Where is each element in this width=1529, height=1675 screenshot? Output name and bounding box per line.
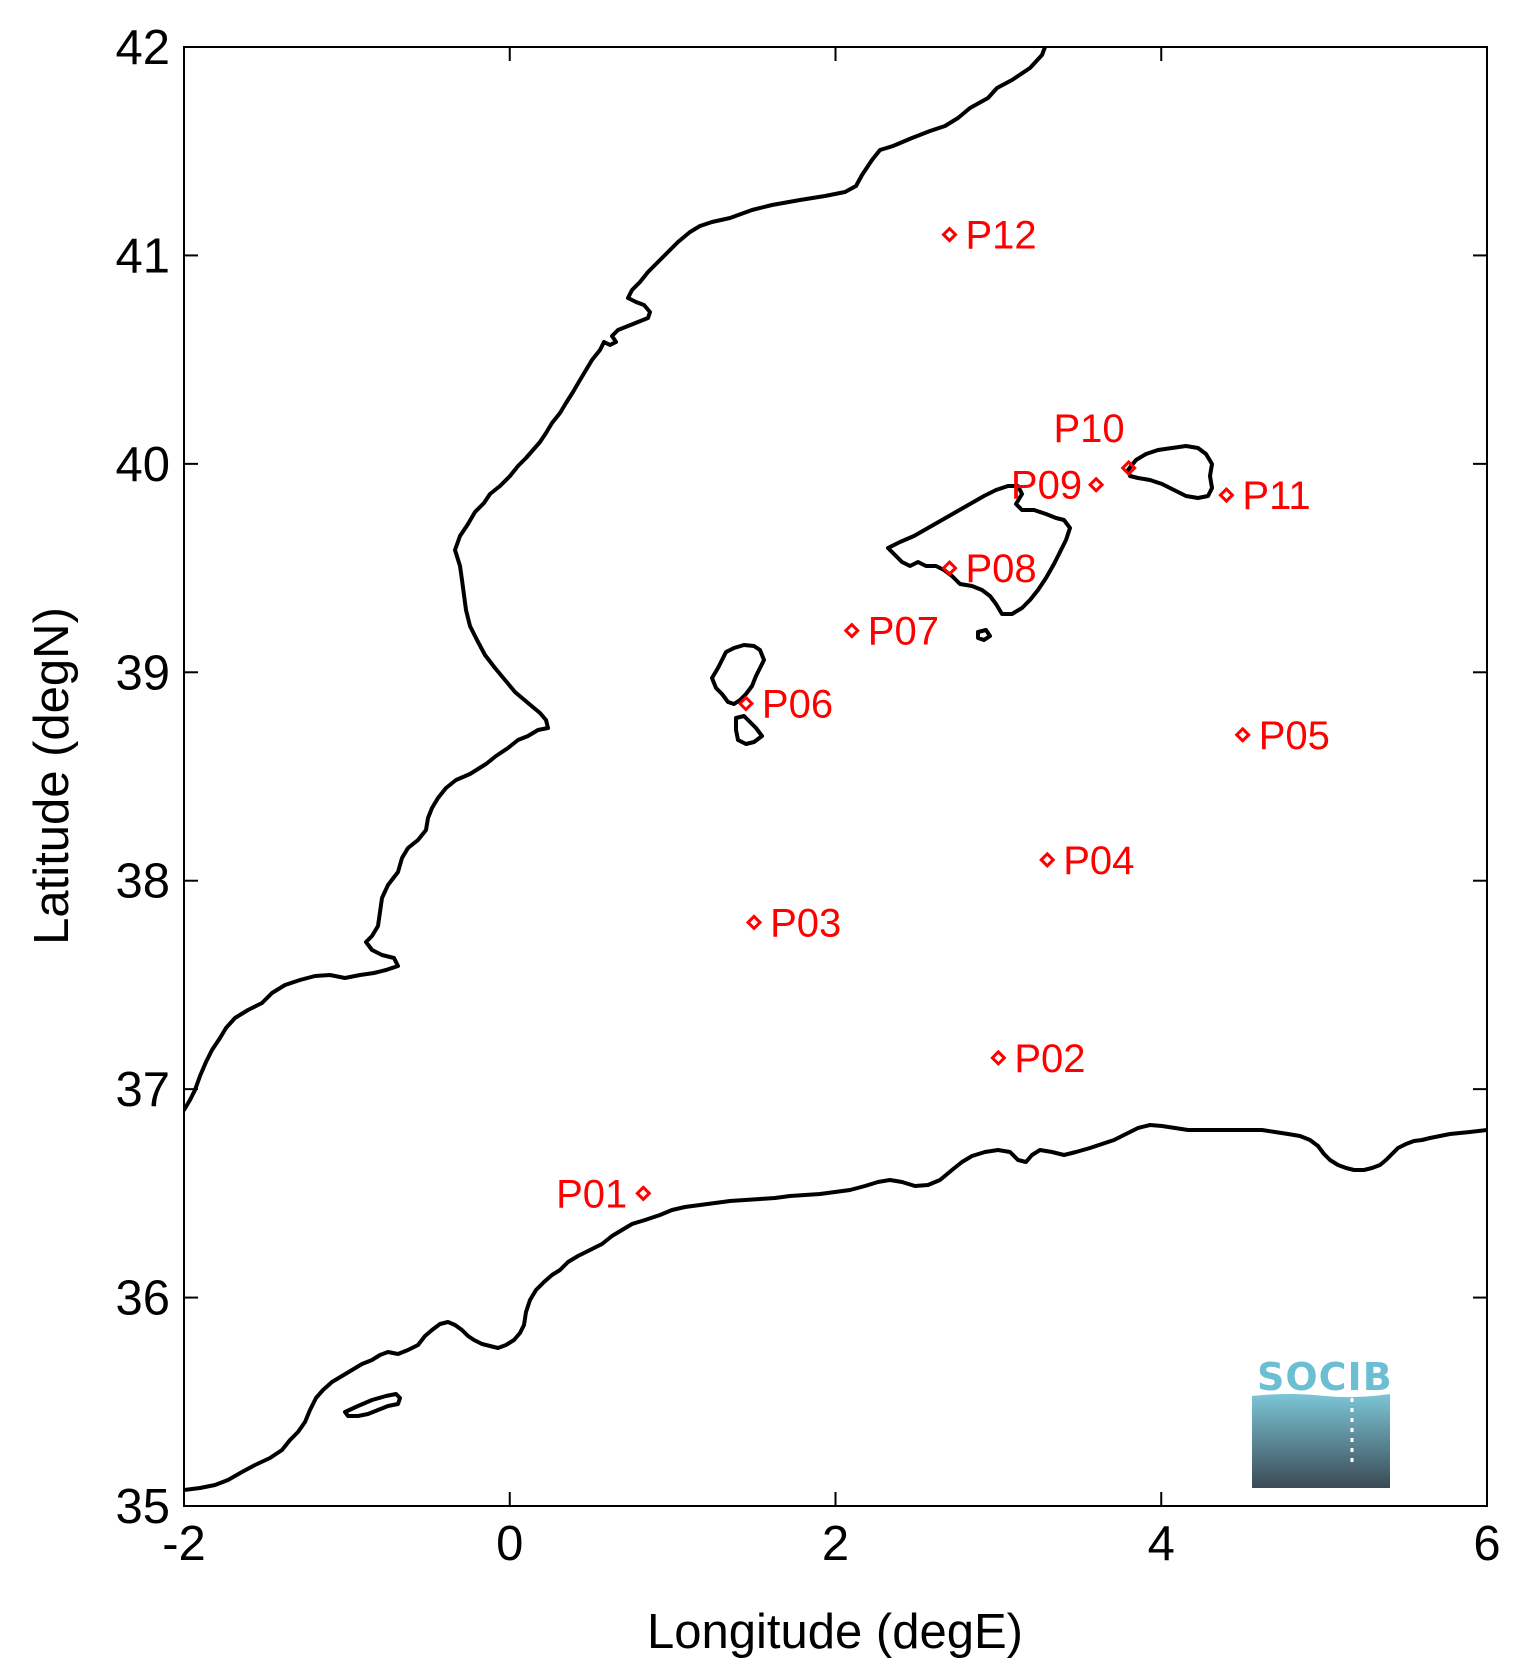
coastlines bbox=[184, 47, 1487, 1492]
station-marker bbox=[737, 695, 755, 712]
station-label: P01 bbox=[556, 1172, 627, 1216]
x-tick-label: 4 bbox=[1148, 1517, 1175, 1571]
station-label: P12 bbox=[966, 214, 1037, 258]
station-label: P07 bbox=[868, 610, 939, 654]
socib-logo-text: SOCIB bbox=[1257, 1355, 1393, 1399]
coastline-alboran bbox=[343, 1392, 402, 1418]
coastline-iberia bbox=[184, 47, 1047, 1112]
y-tick-label: 36 bbox=[115, 1272, 170, 1326]
y-tick-label: 40 bbox=[115, 438, 170, 492]
y-tick-label: 37 bbox=[115, 1063, 170, 1117]
x-tick-label: 0 bbox=[496, 1517, 523, 1571]
station-marker bbox=[1039, 851, 1056, 868]
x-axis-title: Longitude (degE) bbox=[647, 1605, 1023, 1659]
station-marker bbox=[635, 1185, 652, 1202]
socib-logo-wave bbox=[1252, 1394, 1390, 1488]
station-marker bbox=[941, 559, 958, 577]
coastline-ibiza bbox=[710, 643, 766, 706]
y-tick-label: 35 bbox=[115, 1480, 170, 1534]
coastline-formentera bbox=[734, 714, 764, 746]
coastline-menorca bbox=[1126, 444, 1214, 500]
station-marker bbox=[1218, 486, 1235, 504]
y-tick-label: 39 bbox=[115, 646, 170, 700]
station-marker bbox=[1087, 476, 1105, 493]
coastline-africa bbox=[184, 1123, 1487, 1492]
x-tick-label: 6 bbox=[1473, 1517, 1500, 1571]
station-points: P01 P02 P03 P04 P05 P06 P07 P08 P09 P10 P11 P12 bbox=[556, 214, 1330, 1217]
station-marker bbox=[745, 914, 763, 931]
station-label: P06 bbox=[762, 683, 833, 727]
x-tick-label: 2 bbox=[822, 1517, 849, 1571]
station-label: P04 bbox=[1063, 839, 1134, 883]
y-tick-label: 42 bbox=[115, 21, 170, 75]
station-marker bbox=[1234, 726, 1251, 743]
station-marker bbox=[1120, 459, 1137, 477]
x-tick-label: -2 bbox=[162, 1517, 206, 1571]
y-tick-label: 38 bbox=[115, 855, 170, 909]
station-label: P09 bbox=[1011, 464, 1082, 508]
station-label: P02 bbox=[1014, 1037, 1085, 1081]
station-label: P03 bbox=[770, 901, 841, 945]
station-marker bbox=[843, 622, 860, 639]
station-label: P10 bbox=[1054, 407, 1125, 451]
station-label: P05 bbox=[1259, 714, 1330, 758]
station-label: P08 bbox=[966, 547, 1037, 591]
coastline-cabrera bbox=[976, 628, 992, 642]
plot-frame bbox=[183, 46, 1488, 1507]
station-marker bbox=[990, 1049, 1007, 1067]
y-tick-label: 41 bbox=[115, 229, 170, 283]
station-marker bbox=[941, 226, 958, 243]
socib-logo: SOCIB bbox=[1252, 1355, 1393, 1488]
axes: -2 0 2 4 6 35 36 37 38 39 40 41 42 bbox=[115, 21, 1500, 1571]
station-label: P11 bbox=[1242, 474, 1310, 518]
y-axis-title: Latitude (degN) bbox=[25, 607, 79, 945]
